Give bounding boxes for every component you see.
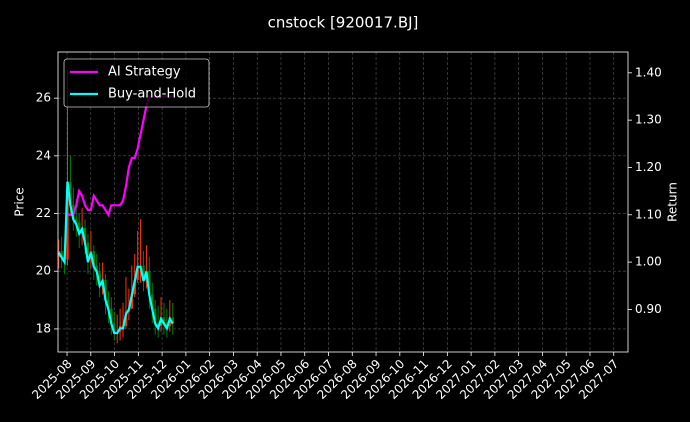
legend-label: AI Strategy — [108, 65, 181, 80]
candle-body — [104, 279, 107, 301]
legend-label: Buy-and-Hold — [108, 87, 196, 102]
candle-body — [153, 308, 157, 324]
plot-frame — [57, 51, 629, 353]
candle-body — [92, 251, 95, 266]
y2-tick-label: 1.20 — [635, 160, 662, 174]
candle-body — [171, 317, 174, 324]
y2-tick-label: 1.30 — [635, 113, 662, 127]
series-line — [57, 181, 174, 335]
y2-tick-label: 1.10 — [635, 207, 662, 221]
candle-body — [110, 308, 113, 324]
y-tick-label: 20 — [36, 264, 51, 278]
candle-body — [69, 181, 72, 205]
candle-body — [86, 242, 90, 260]
candle-body — [156, 323, 160, 327]
candle-body — [75, 219, 78, 223]
candle-body — [133, 279, 136, 295]
candle-body — [113, 323, 116, 332]
candle-body — [60, 251, 63, 257]
candle-body — [83, 227, 87, 243]
candle-body — [151, 294, 154, 309]
y-axis-label: Price — [13, 187, 27, 216]
candle-body — [130, 294, 134, 309]
candle-body — [148, 271, 151, 295]
y-tick-label: 18 — [36, 321, 51, 335]
candle-body — [98, 271, 101, 286]
y2-tick-label: 0.90 — [635, 302, 662, 316]
candle-body — [77, 222, 81, 234]
y2-tick-label: 1.00 — [635, 255, 662, 269]
candle-body — [107, 300, 110, 309]
y-tick-label: 22 — [36, 206, 51, 220]
legend-box — [63, 58, 210, 108]
y-tick-label: 26 — [36, 91, 51, 105]
candle-body — [66, 181, 69, 260]
y2-tick-label: 1.40 — [635, 65, 662, 79]
y2-axis-label: Return — [666, 182, 680, 222]
chart-title: cnstock [920017.BJ] — [268, 14, 419, 32]
candle-body — [95, 265, 98, 272]
legend: AI Strategy Buy-and-Hold — [63, 58, 210, 108]
candle-body — [162, 317, 166, 324]
candle-body — [142, 265, 145, 280]
y-tick-label: 24 — [36, 148, 51, 162]
candle-body — [136, 265, 139, 280]
candle-body — [165, 323, 169, 327]
